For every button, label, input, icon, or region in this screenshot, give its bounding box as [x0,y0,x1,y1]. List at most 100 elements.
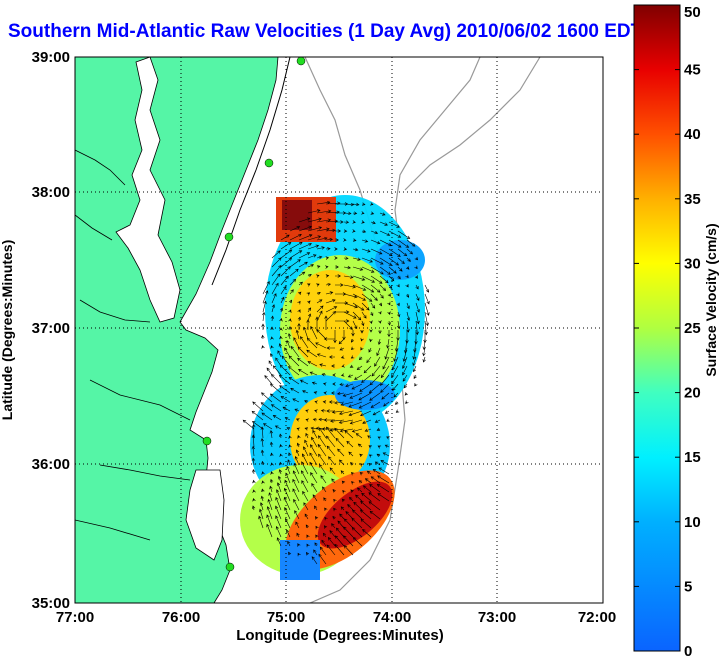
velocity-arrow [350,489,354,493]
velocity-arrow [318,553,327,565]
velocity-arrow [369,320,373,324]
velocity-arrow [361,229,367,233]
velocity-arrow [361,257,373,263]
velocity-arrow [369,338,373,343]
velocity-arrow [349,364,354,368]
velocity-arrow [252,401,264,412]
velocity-arrow [343,302,358,309]
velocity-arrow [405,274,409,279]
map-title: Southern Mid-Atlantic Raw Velocities (1 … [8,21,643,42]
velocity-arrow [325,310,337,322]
x-axis-label: Longitude (Degrees:Minutes) [236,627,444,644]
velocity-arrow [392,383,399,391]
velocity-arrow [304,400,309,404]
velocity-arrow [319,546,327,556]
velocity-arrow [287,333,292,340]
velocity-arrow [262,311,266,322]
velocity-arrow [379,293,384,299]
velocity-arrow [270,345,274,349]
velocity-arrow [377,493,390,502]
velocity-arrow [352,293,367,301]
velocity-arrow [349,419,363,425]
velocity-arrow [348,451,354,457]
velocity-arrow [307,226,323,232]
velocity-arrow [288,309,292,314]
x-tick-label: 76:00 [162,609,200,626]
velocity-arrow [361,311,367,319]
velocity-arrow [313,391,318,395]
velocity-arrow [325,299,336,304]
velocity-arrow [368,492,381,502]
velocity-arrow [325,426,336,439]
velocity-arrow [414,275,418,279]
velocity-arrow [306,534,310,539]
velocity-arrow [347,504,354,511]
velocity-arrow [279,364,291,376]
velocity-arrow [355,433,363,439]
velocity-arrow [306,543,310,548]
velocity-arrow [424,293,430,305]
velocity-arrow [274,425,282,430]
velocity-arrow [339,513,345,520]
velocity-arrow [343,220,350,224]
y-tick-label: 35:00 [32,595,70,612]
velocity-arrow [396,283,400,288]
colorbar-tick-label: 25 [684,320,701,337]
velocity-arrow [284,347,291,358]
velocity-arrow [275,525,282,538]
velocity-arrow [310,472,318,484]
velocity-arrow [388,230,402,238]
velocity-arrow [406,302,410,310]
velocity-arrow [337,448,345,457]
velocity-arrow [343,265,351,270]
velocity-arrow [376,484,390,493]
velocity-arrow [258,515,264,529]
velocity-arrow [374,419,381,423]
velocity-arrow [271,304,276,313]
velocity-arrows [242,200,430,565]
velocity-arrow [397,311,401,318]
velocity-arrow [397,239,410,248]
velocity-arrow [297,291,302,296]
velocity-arrow [412,356,417,367]
velocity-arrow [377,445,382,449]
velocity-arrow [316,329,327,340]
colorbar-tick-label: 40 [684,126,701,143]
velocity-arrow [242,419,255,430]
velocity-arrow [314,505,318,511]
velocity-arrow [316,218,332,223]
velocity-arrow [342,330,346,341]
velocity-arrow [289,289,294,295]
velocity-arrow [387,320,391,326]
velocity-arrow [388,239,402,248]
velocity-arrow [325,228,336,233]
velocity-arrow [260,426,264,439]
velocity-arrow [321,373,327,377]
velocity-arrow [288,318,292,322]
velocity-arrow [324,507,328,512]
velocity-arrow [287,459,291,466]
velocity-arrow [360,330,364,334]
velocity-arrow [275,496,282,511]
velocity-arrow [269,441,274,448]
velocity-arrow [301,453,309,466]
velocity-arrow [353,501,363,511]
velocity-arrow [343,211,352,216]
velocity-arrow [360,337,364,342]
velocity-arrow [361,266,375,273]
velocity-arrow [270,336,274,340]
chesapeake-bay [115,57,181,323]
velocity-arrow [298,271,306,277]
velocity-arrow [271,273,281,286]
velocity-arrow [370,221,376,225]
barrier-islands [211,57,291,286]
velocity-arrow [359,463,364,467]
velocity-arrow [383,401,390,407]
colorbar-label: Surface Velocity (cm/s) [703,223,719,376]
velocity-arrow [318,427,327,439]
velocity-arrow [334,256,338,260]
velocity-arrow [266,523,273,538]
velocity-arrow [251,434,256,448]
velocity-arrow [251,445,255,457]
velocity-arrow [251,420,264,430]
